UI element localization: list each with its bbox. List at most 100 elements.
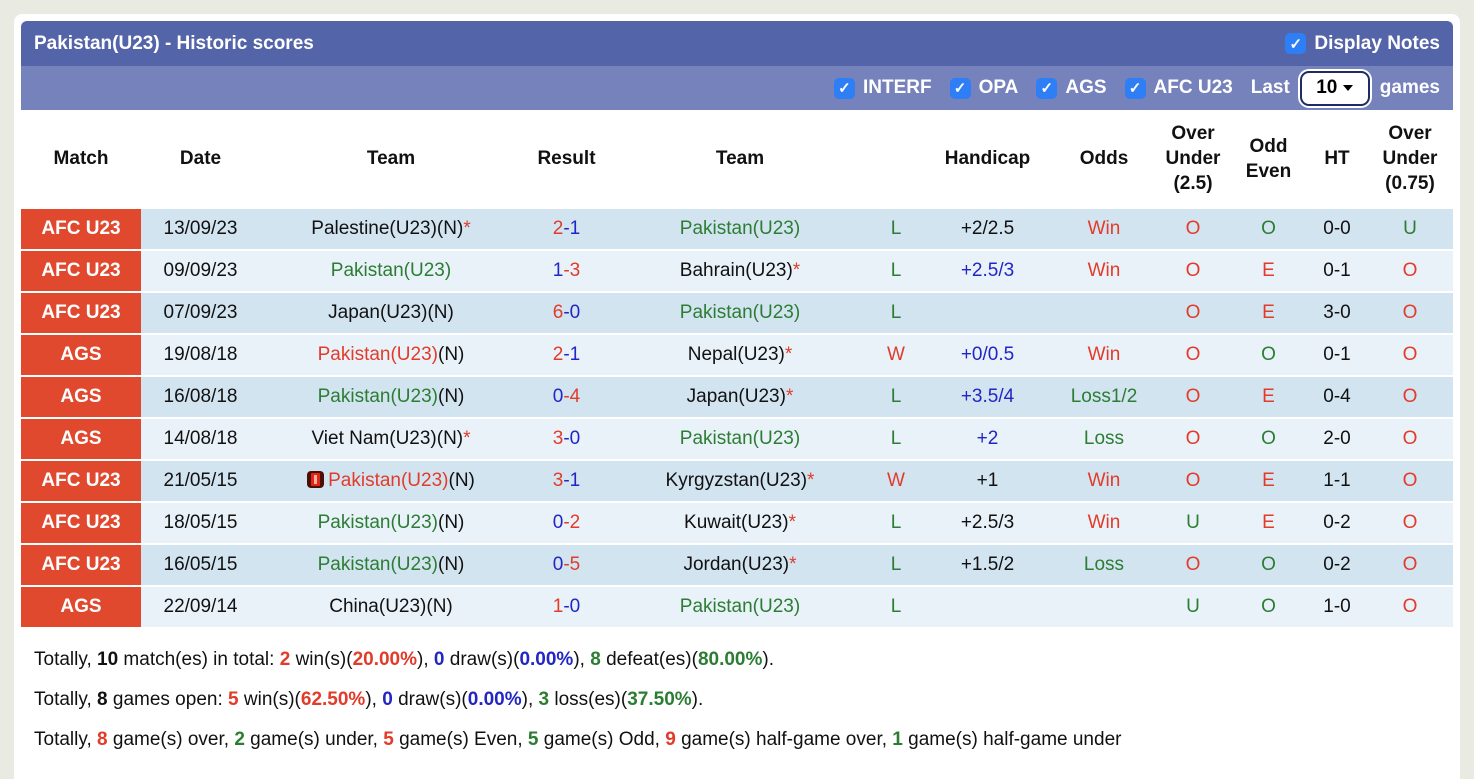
text-part: 37.50% — [627, 689, 692, 710]
text-part: 80.00% — [697, 649, 763, 670]
text-part: game(s) under, — [244, 729, 384, 750]
text-part: ), — [417, 649, 434, 670]
text-part: 10 — [97, 649, 119, 670]
cell-home-team: Pakistan(U23)(N) — [260, 460, 522, 503]
filter-checkbox[interactable]: ✓ — [1036, 77, 1058, 99]
text-part: Totally, — [34, 649, 98, 670]
text-part: * — [463, 428, 471, 449]
text-part: * — [789, 554, 797, 575]
filter-label: AGS — [1065, 77, 1107, 98]
cell-over-under-0-75: O — [1367, 418, 1453, 461]
text-part: 3 — [552, 428, 564, 449]
cell-away-team: Nepal(U23)* — [611, 334, 869, 377]
text-part: 0 — [552, 512, 564, 533]
text-part: Pakistan(U23) — [317, 344, 438, 365]
text-part: ), — [573, 649, 591, 670]
text-part: Bahrain(U23) — [679, 260, 793, 281]
cell-half-time: 0-2 — [1307, 544, 1367, 587]
text-part: 0 — [552, 554, 564, 575]
cell-half-time: 0-2 — [1307, 502, 1367, 545]
text-part: Jordan(U23) — [683, 554, 790, 575]
table-header: Match Date Team Result Team Handicap Odds Over … — [21, 110, 1453, 209]
filter-label: INTERF — [862, 77, 932, 98]
text-part: O — [1402, 302, 1418, 323]
cell-result: 2-1 — [522, 209, 611, 251]
cell-over-under-2-5: O — [1156, 209, 1230, 251]
cell-odd-even: O — [1230, 544, 1307, 587]
cell-handicap: +2.5/3 — [923, 250, 1052, 293]
display-notes-toggle[interactable]: ✓ Display Notes — [1285, 33, 1440, 55]
text-part: win(s)( — [290, 649, 353, 670]
cell-home-team: Pakistan(U23)(N) — [260, 502, 522, 545]
text-part: 0.00% — [467, 689, 522, 710]
filter-afc-u23[interactable]: ✓ AFC U23 — [1124, 77, 1233, 99]
text-part: Win — [1087, 470, 1121, 491]
text-part: O — [1402, 344, 1418, 365]
cell-odd-even: O — [1230, 209, 1307, 251]
cell-date: 22/09/14 — [141, 586, 260, 629]
display-notes-checkbox[interactable]: ✓ — [1285, 33, 1307, 54]
cell-date: 16/08/18 — [141, 376, 260, 419]
text-part: +2 — [976, 428, 999, 449]
summary-section: Totally, 10 match(es) in total: 2 win(s)… — [21, 629, 1453, 779]
text-part: -2 — [563, 512, 581, 533]
text-part: Kyrgyzstan(U23) — [665, 470, 808, 491]
text-part: game(s) over, — [107, 729, 235, 750]
cell-date: 21/05/15 — [141, 460, 260, 503]
text-part: 8 — [97, 729, 108, 750]
column-header: Match — [21, 110, 141, 209]
cell-competition-badge: AFC U23 — [21, 292, 141, 335]
text-part: 8 — [97, 689, 108, 710]
text-part: +2/2.5 — [960, 218, 1015, 239]
text-part: (N) — [438, 386, 465, 407]
text-part: * — [788, 512, 796, 533]
text-part: E — [1262, 260, 1275, 281]
text-part: draw(s)( — [444, 649, 520, 670]
text-part: games open: — [107, 689, 229, 710]
cell-odd-even: E — [1230, 292, 1307, 335]
text-part: -3 — [563, 260, 581, 281]
text-part: 0 — [382, 689, 393, 710]
text-part: * — [784, 344, 793, 365]
text-part: Win — [1087, 344, 1121, 365]
text-part: L — [890, 554, 902, 575]
filter-ags[interactable]: ✓ AGS — [1036, 77, 1107, 99]
cell-over-under-2-5: O — [1156, 250, 1230, 293]
text-part: 5 — [228, 689, 239, 710]
filter-opa[interactable]: ✓ OPA — [949, 77, 1018, 99]
filter-checkbox[interactable]: ✓ — [833, 77, 855, 99]
text-part: loss(es)( — [549, 689, 628, 710]
cell-date: 07/09/23 — [141, 292, 260, 335]
column-header: Date — [141, 110, 260, 209]
column-header: Odd Even — [1230, 110, 1307, 209]
text-part: Viet Nam(U23)(N) — [311, 428, 464, 449]
text-part: game(s) half-game over, — [675, 729, 893, 750]
text-part: E — [1262, 302, 1275, 323]
text-part: U — [1186, 596, 1200, 617]
filter-interf[interactable]: ✓ INTERF — [833, 77, 932, 99]
text-part: L — [890, 260, 902, 281]
column-header: HT — [1307, 110, 1367, 209]
filter-checkbox[interactable]: ✓ — [1124, 77, 1146, 99]
text-part: O — [1185, 554, 1201, 575]
text-part: O — [1185, 302, 1201, 323]
text-part: ), — [365, 689, 383, 710]
text-part: 5 — [527, 729, 539, 750]
text-part: 20.00% — [352, 649, 418, 670]
text-part: 0.00% — [519, 649, 574, 670]
cell-home-team: Japan(U23)(N) — [260, 292, 522, 335]
cell-competition-badge: AGS — [21, 334, 141, 377]
text-part: draw(s)( — [392, 689, 468, 710]
text-part: +2.5/3 — [960, 260, 1015, 281]
column-header: Over Under (2.5) — [1156, 110, 1230, 209]
cell-away-team: Jordan(U23)* — [611, 544, 869, 587]
text-part: 1 — [552, 596, 564, 617]
cell-win-loss: W — [869, 460, 923, 503]
filter-checkbox[interactable]: ✓ — [949, 77, 971, 99]
match-row: AGS 19/08/18 Pakistan(U23)(N) 2-1 Nepal(U23)… — [21, 334, 1453, 377]
games-count-select[interactable]: 10 — [1299, 70, 1370, 106]
text-part: game(s) Even, — [393, 729, 528, 750]
text-part: Win — [1087, 260, 1121, 281]
match-row: AFC U23 07/09/23 Japan(U23)(N) 6-0 Pakistan(… — [21, 292, 1453, 335]
cell-result: 0-5 — [522, 544, 611, 587]
